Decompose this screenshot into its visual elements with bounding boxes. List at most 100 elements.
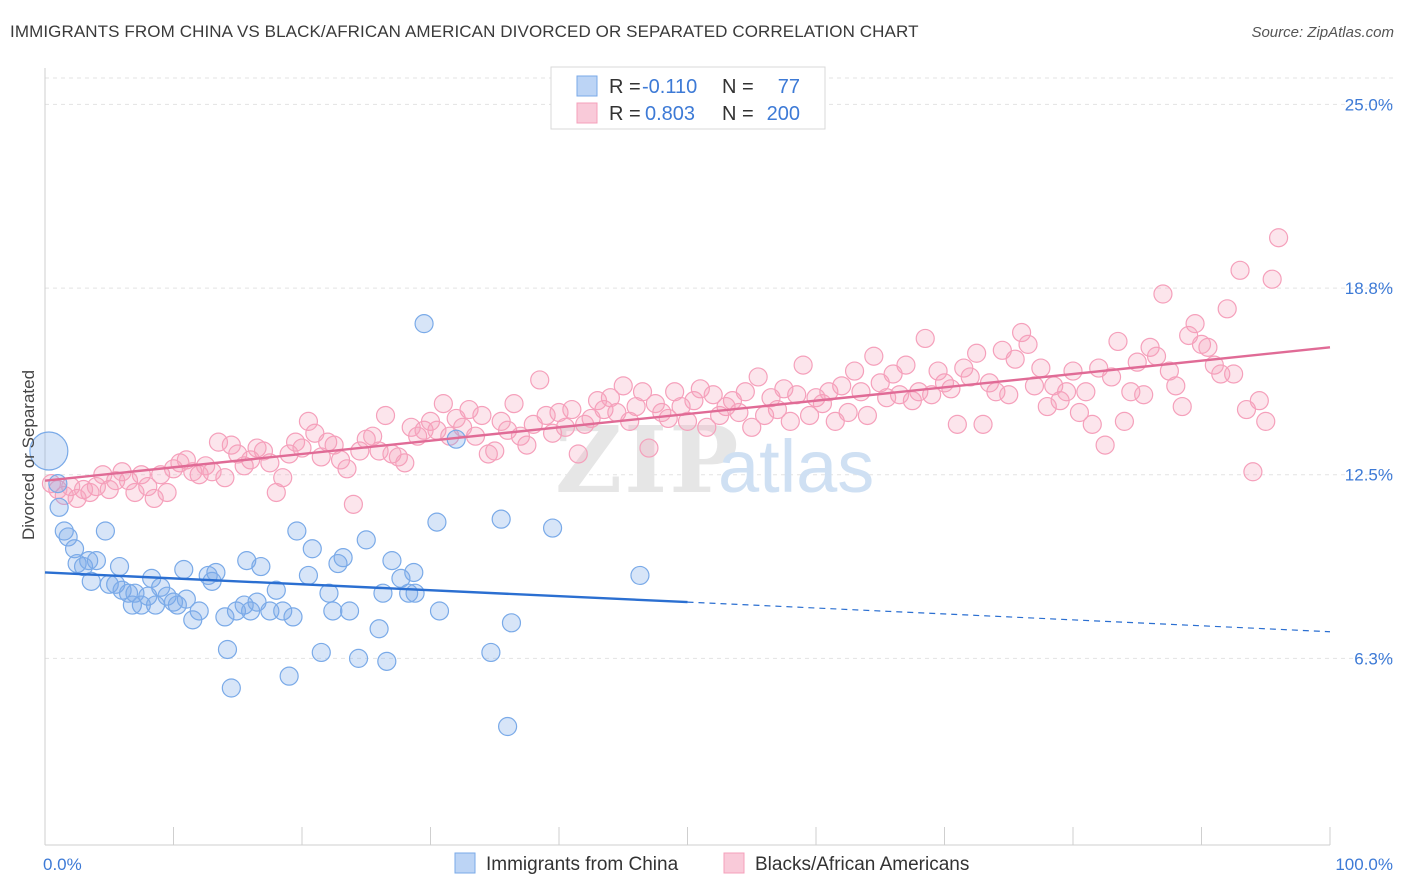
black-point-172 xyxy=(1146,346,1167,366)
china-point-73 xyxy=(498,716,518,737)
black-point-109 xyxy=(742,417,762,437)
black-point-107 xyxy=(729,402,749,423)
china-point-72 xyxy=(491,509,511,529)
chart-title: IMMIGRANTS FROM CHINA VS BLACK/AFRICAN A… xyxy=(10,22,919,41)
black-point-176 xyxy=(1172,396,1192,417)
china-point-46 xyxy=(279,666,299,686)
china-point-0 xyxy=(29,431,69,471)
black-point-110 xyxy=(748,367,768,387)
black-point-123 xyxy=(832,376,852,396)
black-point-158 xyxy=(1056,382,1077,402)
black-point-61 xyxy=(433,394,453,414)
y-tick-label-3: 25.0% xyxy=(1345,95,1393,114)
black-point-74 xyxy=(517,435,537,455)
stats-r-label-black: R = xyxy=(609,103,641,125)
china-point-45 xyxy=(273,601,293,621)
x-tick-left: 0.0% xyxy=(43,855,82,874)
legend-swatch-black xyxy=(723,852,745,874)
black-point-81 xyxy=(562,399,582,420)
china-point-34 xyxy=(215,607,235,627)
legend-swatch-china xyxy=(454,852,476,874)
china-point-4 xyxy=(58,527,78,547)
black-point-180 xyxy=(1198,337,1218,357)
black-point-136 xyxy=(915,328,935,349)
china-point-33 xyxy=(206,562,226,583)
black-point-126 xyxy=(851,382,871,402)
black-point-166 xyxy=(1108,331,1128,352)
black-point-69 xyxy=(485,441,505,461)
black-point-108 xyxy=(735,382,755,402)
black-point-178 xyxy=(1185,314,1205,334)
china-point-62 xyxy=(382,551,402,571)
black-point-140 xyxy=(941,379,961,399)
series-blacks-african-americans xyxy=(41,228,1289,514)
black-point-117 xyxy=(793,355,813,375)
stats-r-value-black: 0.803 xyxy=(645,103,695,125)
black-point-138 xyxy=(928,361,948,381)
black-point-46 xyxy=(337,459,357,479)
watermark-atlas: atlas xyxy=(718,425,874,508)
china-point-14 xyxy=(109,556,130,577)
china-point-27 xyxy=(174,559,194,580)
trend-line-china-extension xyxy=(687,601,1331,633)
china-point-67 xyxy=(414,314,434,334)
black-point-152 xyxy=(1018,334,1038,354)
china-point-35 xyxy=(217,639,238,660)
black-point-175 xyxy=(1166,376,1186,396)
black-point-183 xyxy=(1217,299,1237,319)
black-point-170 xyxy=(1134,385,1154,405)
chart-source: Source: ZipAtlas.com xyxy=(1251,24,1394,41)
china-point-11 xyxy=(95,521,115,541)
china-point-1 xyxy=(48,474,68,494)
black-point-167 xyxy=(1114,411,1135,431)
y-axis-label: Divorced or Separated xyxy=(19,370,38,540)
black-point-133 xyxy=(896,355,916,375)
china-point-74 xyxy=(501,613,522,633)
black-point-99 xyxy=(677,411,698,431)
black-point-92 xyxy=(632,382,653,402)
stats-swatch-black xyxy=(576,102,598,124)
black-point-185 xyxy=(1230,260,1250,280)
black-point-191 xyxy=(1268,228,1289,248)
trend-line-black xyxy=(44,346,1331,482)
black-point-33 xyxy=(253,441,274,461)
black-point-18 xyxy=(157,482,177,503)
y-tick-label-1: 12.5% xyxy=(1345,466,1393,485)
legend-label-china: Immigrants from China xyxy=(486,854,679,875)
trend-line-china xyxy=(44,571,688,604)
stats-n-label-china: N = xyxy=(722,76,754,98)
black-point-127 xyxy=(857,405,878,426)
black-point-165 xyxy=(1101,367,1122,387)
china-point-76 xyxy=(630,565,650,586)
black-point-52 xyxy=(375,405,396,426)
china-point-28 xyxy=(176,589,196,609)
black-point-76 xyxy=(530,370,550,390)
black-point-149 xyxy=(999,385,1019,405)
black-point-36 xyxy=(273,468,293,488)
axes xyxy=(44,68,1331,846)
china-point-47 xyxy=(283,607,303,627)
china-point-59 xyxy=(369,619,389,639)
black-point-150 xyxy=(1005,349,1025,369)
black-point-143 xyxy=(960,367,980,387)
black-point-151 xyxy=(1011,322,1032,343)
china-point-49 xyxy=(298,565,319,586)
china-point-53 xyxy=(323,601,343,621)
black-point-125 xyxy=(844,361,865,381)
y-tick-label-2: 18.8% xyxy=(1345,279,1393,298)
black-point-145 xyxy=(973,414,993,434)
black-point-93 xyxy=(639,438,659,458)
black-point-124 xyxy=(838,402,858,423)
black-point-188 xyxy=(1249,391,1269,411)
black-point-55 xyxy=(395,453,415,473)
black-point-40 xyxy=(298,411,319,431)
china-point-65 xyxy=(404,562,424,583)
zipatlas-watermark: ZIP atlas xyxy=(555,406,874,514)
black-point-118 xyxy=(799,405,820,426)
stats-r-value-china: -0.110 xyxy=(642,76,697,98)
black-point-190 xyxy=(1262,269,1282,289)
black-point-15 xyxy=(138,476,158,497)
stats-legend: R = -0.110 N = 77 R = 0.803 N = 200 xyxy=(550,66,826,130)
black-point-144 xyxy=(967,343,987,363)
